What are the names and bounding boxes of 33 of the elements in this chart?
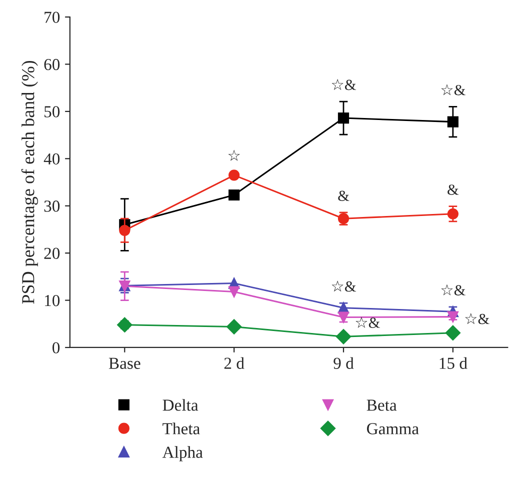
point [338,112,350,124]
y-tick-label: 40 [44,153,60,165]
legend-label: Gamma [367,423,419,434]
y-axis-title: PSD percentage of each band (%) [21,60,38,304]
annotation: & [448,184,459,195]
point [445,325,460,340]
annotation: ☆& [332,78,356,90]
legend-label: Theta [162,422,200,434]
y-tick-label: 10 [45,294,60,306]
point [336,329,352,344]
x-tick-label: 2 d [224,357,244,369]
annotation: ☆& [441,84,466,96]
point [226,319,242,334]
y-tick-label: 0 [52,342,60,354]
y-tick-label: 30 [44,200,60,212]
legend-label: Alpha [162,446,203,462]
annotation: ☆ [228,150,240,161]
point [228,286,240,298]
legend-label: Beta [366,400,397,411]
x-tick-label: 15 d [440,357,468,369]
y-tick-label: 60 [44,58,60,70]
annotation: ☆& [332,280,356,292]
annotation: ☆& [441,284,466,296]
point [228,189,240,201]
y-tick-label: 70 [44,12,60,23]
x-tick-label: Base [108,358,140,369]
annotation: ☆& [465,312,490,324]
annotation: & [338,190,350,202]
y-tick-label: 20 [44,248,60,260]
y-tick-label: 50 [44,106,60,118]
x-tick-label: 9 d [334,357,354,369]
annotation: ☆& [356,316,380,328]
legend-label: Delta [162,399,198,411]
